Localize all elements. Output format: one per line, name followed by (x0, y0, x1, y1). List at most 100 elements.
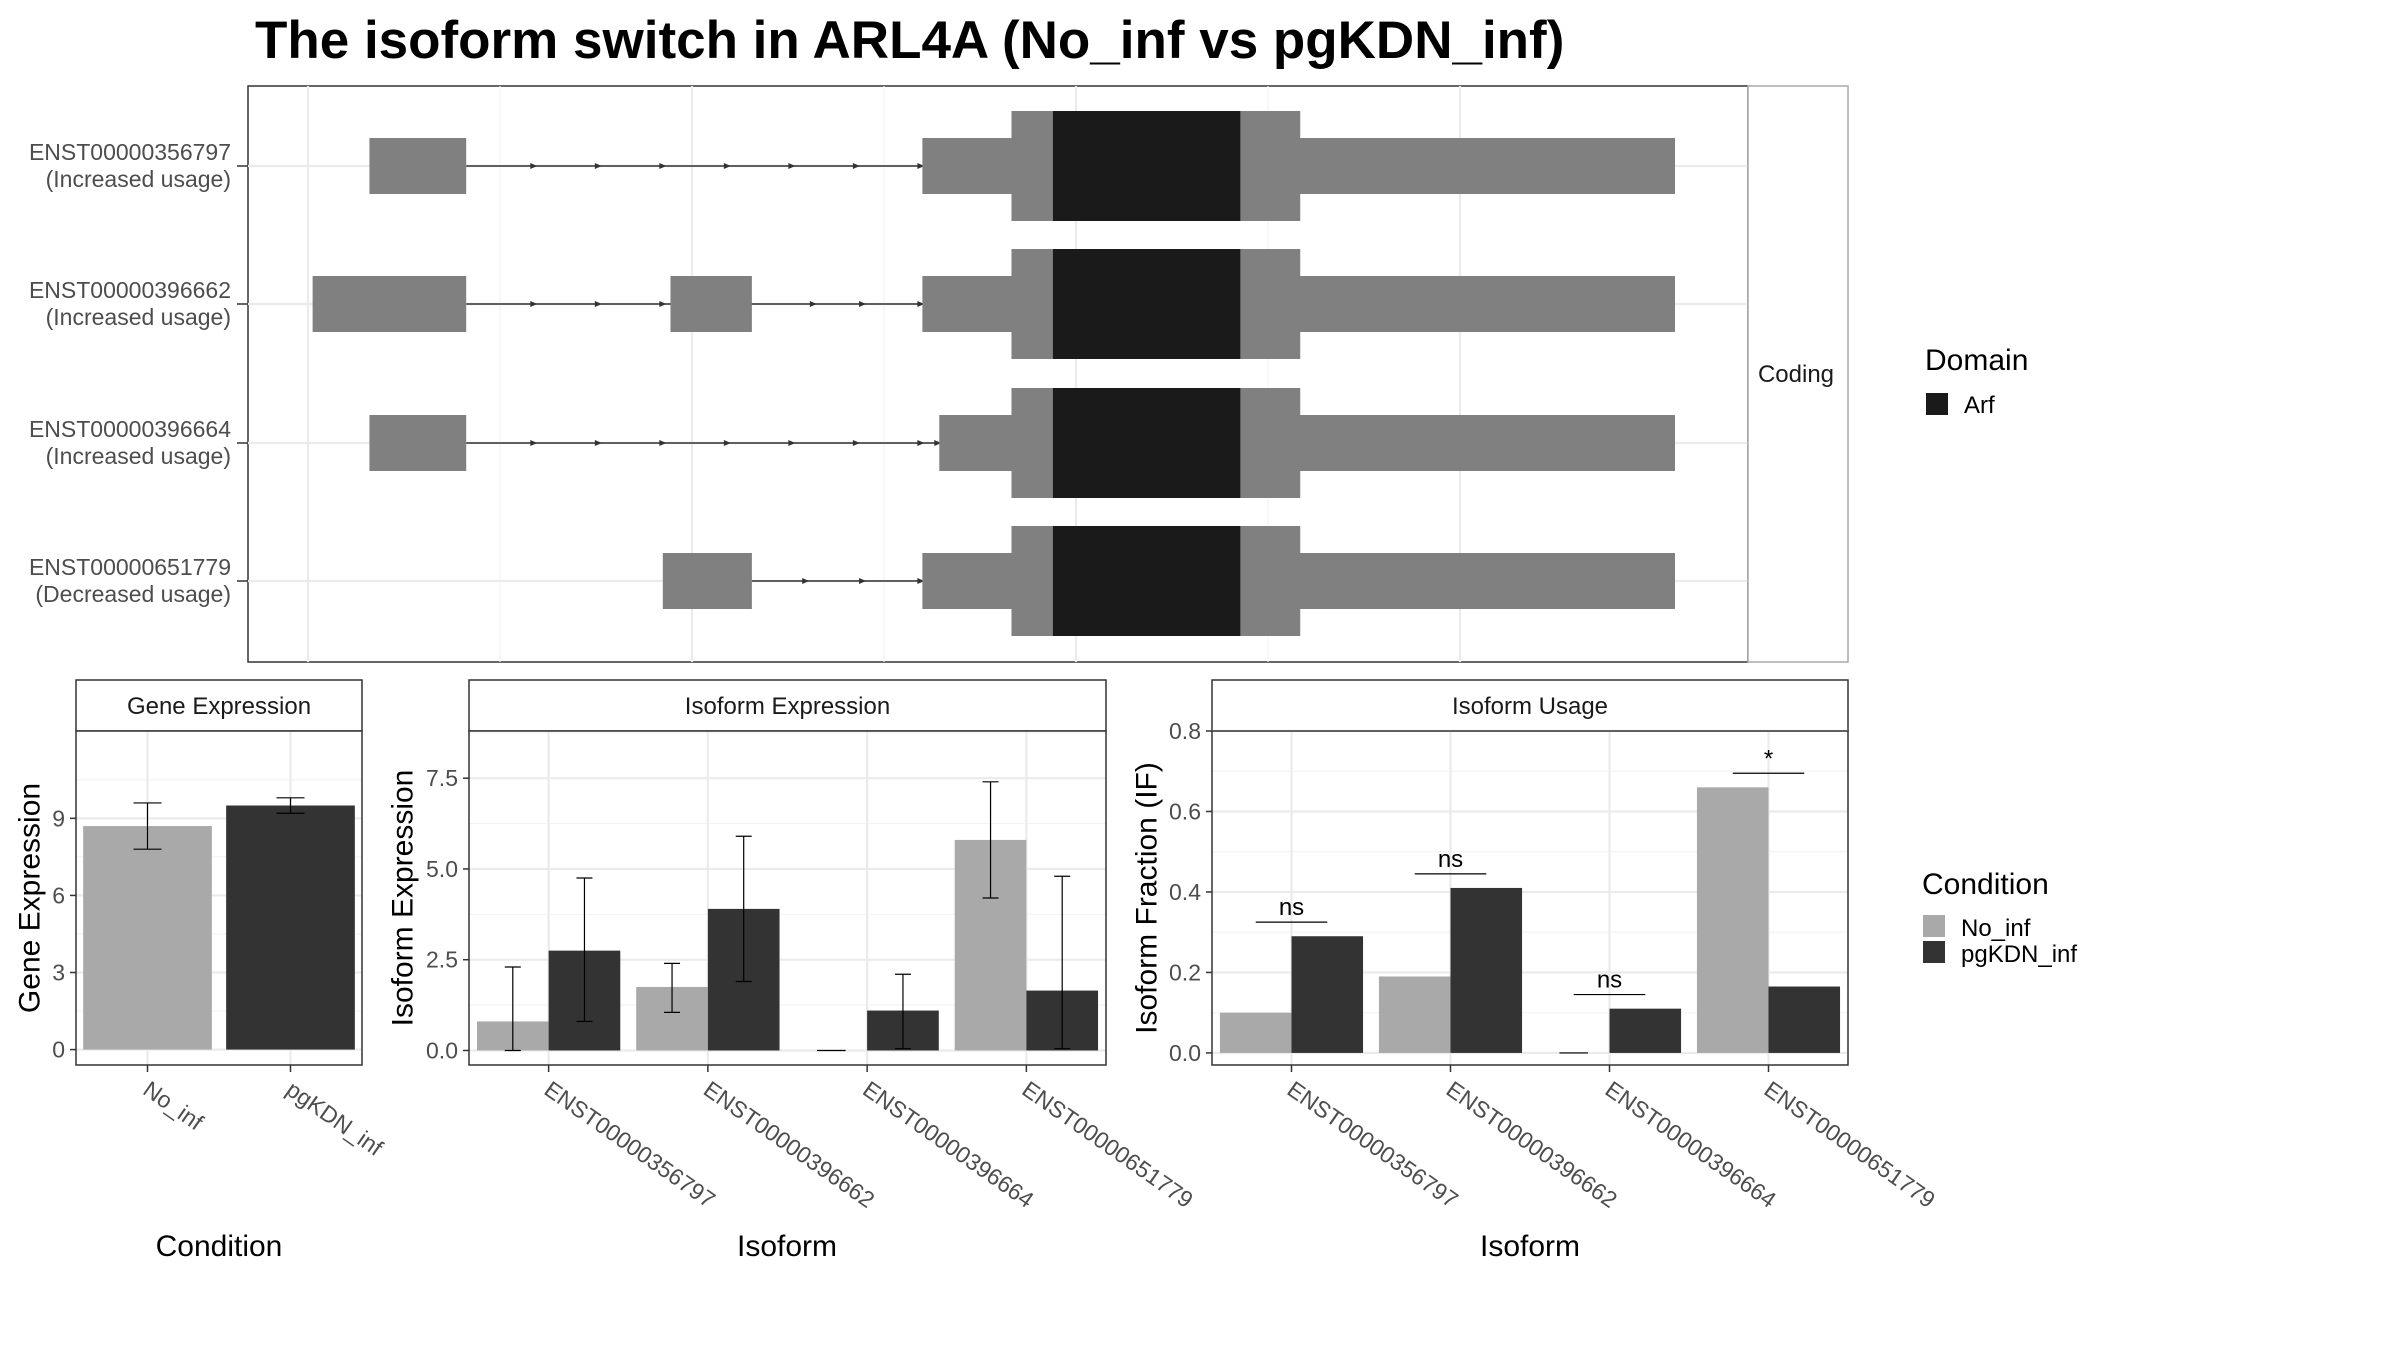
x-tick-label: ENST00000356797 (1283, 1076, 1463, 1213)
bar-enst00000396662-pgkdn-inf (1450, 887, 1523, 1053)
y-tick-label: 9 (52, 805, 65, 831)
significance-label: ns (1438, 846, 1463, 873)
strand-arrow (859, 301, 867, 307)
strand-arrow (788, 163, 796, 169)
strand-arrow (917, 578, 925, 584)
significance-enst00000396662: ns (1414, 846, 1487, 875)
figure-title: The isoform switch in ARL4A (No_inf vs p… (255, 11, 1564, 70)
y-tick-label: 0.8 (1169, 718, 1201, 744)
structure-panel: Coding (247, 85, 1849, 663)
panel-border (75, 730, 363, 1066)
strand-arrow (594, 301, 602, 307)
domain-legend-title: Domain (1925, 344, 2028, 377)
significance-enst00000396664: ns (1573, 967, 1646, 996)
panel-strip-label: Isoform Usage (1452, 693, 1608, 720)
x-axis-title: Isoform (1480, 1230, 1580, 1263)
x-tick-label: ENST00000396664 (858, 1076, 1039, 1213)
arf-domain (1052, 526, 1241, 636)
isoform-usage-panel: Isoform Usage 0.0 0.2 0.4 0.6 0.8 ns ns ns * ENST0… (1131, 679, 1940, 1263)
arf-domain (1052, 249, 1241, 359)
transcript-enst00000651779 (662, 526, 1675, 636)
panel-border (468, 730, 1107, 1066)
bar-enst00000651779-no-inf (1696, 787, 1769, 1053)
significance-enst00000356797: ns (1255, 894, 1328, 923)
panel-strip-label: Isoform Expression (685, 693, 890, 720)
strand-arrow (659, 163, 667, 169)
transcript-status-label: (Increased usage) (46, 443, 231, 469)
x-tick-label: ENST00000651779 (1018, 1076, 1198, 1213)
condition-legend-swatch-pgkdn-inf (1923, 941, 1945, 963)
bar-no-inf (83, 826, 212, 1050)
structure-transcript-labels: ENST00000356797(Increased usage)ENST0000… (29, 139, 248, 607)
panel-border (1211, 730, 1849, 1066)
condition-legend-title: Condition (1922, 868, 2049, 901)
transcript-status-label: (Decreased usage) (35, 581, 231, 607)
condition-legend: Condition No_inf pgKDN_inf (1922, 868, 2077, 968)
transcript-id-label: ENST00000356797 (29, 139, 231, 165)
significance-label: * (1764, 745, 1773, 772)
strand-arrow (852, 163, 860, 169)
strand-arrow (530, 301, 538, 307)
arf-domain (1052, 388, 1241, 498)
x-tick-label: ENST00000396664 (1601, 1076, 1782, 1213)
exon (922, 276, 1018, 332)
x-tick-label: ENST00000356797 (540, 1076, 720, 1213)
structure-rows (312, 111, 1675, 636)
panel-strip-label: Gene Expression (127, 693, 311, 720)
exon (369, 138, 467, 194)
y-tick-label: 7.5 (426, 765, 458, 791)
strand-arrow (917, 440, 925, 446)
bar-enst00000396664-pgkdn-inf (1609, 1008, 1682, 1053)
strand-arrow (859, 578, 867, 584)
error-bar-enst00000396662-pgkdn-inf (735, 835, 752, 983)
y-tick-label: 5.0 (426, 856, 458, 882)
error-bar-enst00000356797-pgkdn-inf (576, 877, 593, 1023)
strand-arrow (723, 163, 731, 169)
y-axis-title: Gene Expression (14, 783, 47, 1013)
exon (939, 415, 1018, 471)
strand-arrow (659, 301, 667, 307)
transcript-id-label: ENST00000396662 (29, 277, 231, 303)
exon (922, 138, 1018, 194)
exon (662, 553, 752, 609)
panel-strip (468, 679, 1107, 732)
bar-pgkdn-inf (226, 805, 355, 1050)
significance-label: ns (1279, 894, 1304, 921)
bar-enst00000651779-pgkdn-inf (1768, 986, 1841, 1053)
x-axis-title: Condition (156, 1230, 283, 1263)
strand-arrow (530, 163, 538, 169)
strand-arrow (934, 440, 942, 446)
strand-arrow (659, 440, 667, 446)
y-tick-label: 0.2 (1169, 959, 1201, 985)
strand-arrow (917, 301, 925, 307)
y-tick-label: 6 (52, 882, 65, 908)
transcript-status-label: (Increased usage) (46, 166, 231, 192)
strand-arrow (594, 440, 602, 446)
exon (369, 415, 467, 471)
condition-legend-swatch-no-inf (1923, 915, 1945, 937)
y-axis-title: Isoform Fraction (IF) (1131, 762, 1164, 1034)
error-bar-enst00000396662-no-inf (664, 962, 681, 1013)
condition-legend-label-no-inf: No_inf (1961, 915, 2031, 942)
panel-strip (75, 679, 363, 732)
exon (670, 276, 752, 332)
x-tick-label: ENST00000396662 (1442, 1076, 1622, 1213)
exon (312, 276, 467, 332)
transcript-enst00000356797 (369, 111, 1675, 221)
condition-legend-label-pgkdn-inf: pgKDN_inf (1961, 941, 2077, 968)
domain-legend-swatch (1926, 393, 1948, 415)
x-tick-label: ENST00000651779 (1760, 1076, 1940, 1213)
bar-enst00000396662-no-inf (1378, 976, 1451, 1053)
y-tick-label: 3 (52, 960, 65, 986)
strand-arrow (530, 440, 538, 446)
error-bar-enst00000651779-pgkdn-inf (1054, 875, 1071, 1050)
y-tick-label: 0 (52, 1037, 65, 1063)
strand-arrow (802, 578, 810, 584)
strand-arrow (809, 301, 817, 307)
x-tick-label: ENST00000396662 (699, 1076, 879, 1213)
x-axis-title: Isoform (737, 1230, 837, 1263)
error-bar-enst00000396664-pgkdn-inf (894, 973, 911, 1050)
bar-enst00000356797-pgkdn-inf (1291, 936, 1364, 1053)
